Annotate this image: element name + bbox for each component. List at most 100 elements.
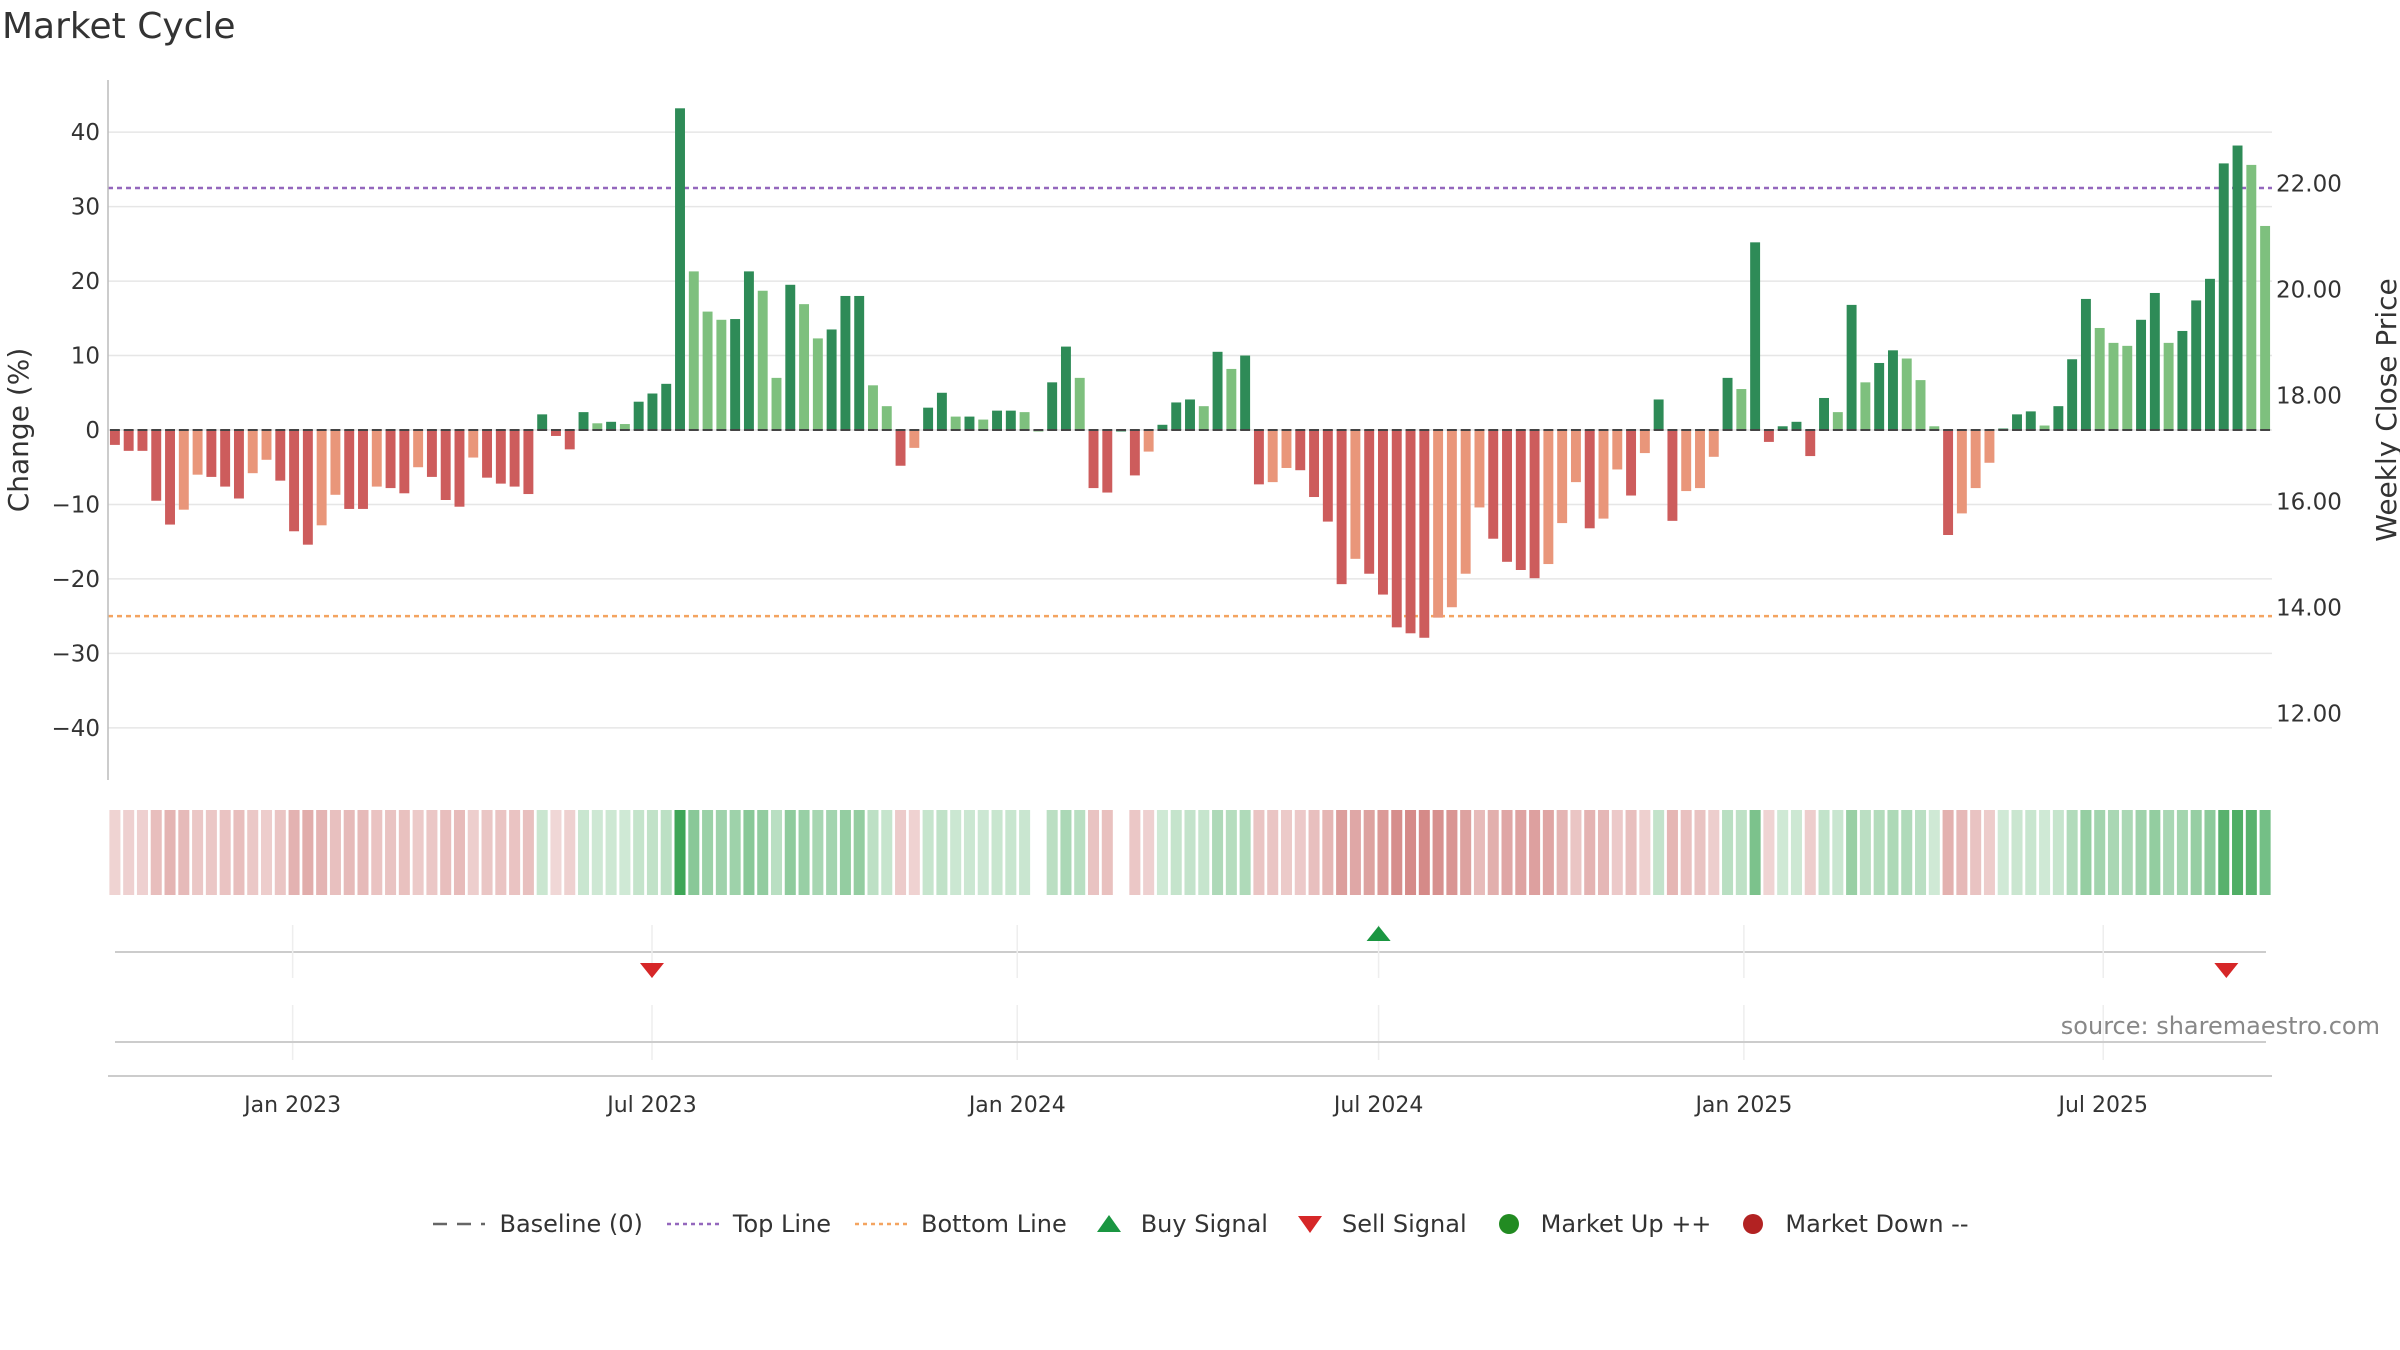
heat-cell — [660, 810, 672, 895]
heat-cell — [343, 810, 355, 895]
bar — [1887, 350, 1898, 430]
bar — [950, 416, 961, 430]
bar — [220, 430, 231, 487]
bar — [316, 430, 327, 526]
legend-market-down-label: Market Down -- — [1785, 1210, 1969, 1238]
bar — [1543, 430, 1554, 565]
heat-cell — [1859, 810, 1871, 895]
legend-bottom-line: Bottom Line — [853, 1210, 1067, 1238]
legend-market-down: Market Down -- — [1733, 1210, 1969, 1238]
heat-cell — [1942, 810, 1954, 895]
sell-triangle-icon — [1297, 1216, 1322, 1233]
legend-baseline: Baseline (0) — [431, 1210, 643, 1238]
bar — [1515, 430, 1526, 570]
heat-cell — [1019, 810, 1031, 895]
heat-cell — [1336, 810, 1348, 895]
legend-bottom-line-label: Bottom Line — [921, 1210, 1067, 1238]
bar — [1956, 430, 1967, 514]
bottom-line-swatch — [855, 1222, 908, 1226]
heat-cell — [1253, 810, 1265, 895]
heat-cell — [867, 810, 879, 895]
buy-triangle-icon — [1096, 1215, 1121, 1232]
heat-cell — [2176, 810, 2188, 895]
heat-cell — [288, 810, 300, 895]
bar — [2094, 327, 2105, 430]
heat-cell — [385, 810, 397, 895]
bar — [192, 430, 203, 475]
legend-baseline-label: Baseline (0) — [499, 1210, 643, 1238]
heat-cell — [2039, 810, 2051, 895]
heat-cell — [2232, 810, 2244, 895]
heat-cell — [1116, 810, 1127, 895]
bar — [1295, 430, 1306, 471]
heat-cell — [1653, 810, 1665, 895]
heat-cell — [1033, 810, 1044, 895]
bar — [2218, 163, 2229, 431]
heat-cell — [963, 810, 975, 895]
heat-cell — [1749, 810, 1761, 895]
bar — [2177, 330, 2188, 430]
buy-signal-marker — [1366, 926, 1391, 941]
bar — [1584, 430, 1595, 529]
lower-panel — [115, 1005, 2266, 1060]
heat-cell — [426, 810, 438, 895]
heat-cell — [2163, 810, 2175, 895]
bar — [1378, 430, 1388, 595]
bar — [1777, 426, 1788, 430]
bar — [1005, 410, 1016, 430]
bar — [1088, 430, 1099, 489]
bar — [509, 430, 520, 487]
heat-cell — [1611, 810, 1623, 895]
y-tick-label: 10 — [71, 344, 100, 370]
bar — [1405, 430, 1416, 634]
bar — [1805, 430, 1816, 457]
legend: Baseline (0) Top Line Bottom Line Buy Si… — [0, 1204, 2400, 1244]
bar — [2149, 292, 2160, 430]
heat-cell — [991, 810, 1003, 895]
bar — [1708, 430, 1719, 457]
heat-cell — [1446, 810, 1458, 895]
y-tick-label: 0 — [85, 418, 100, 444]
bar — [1832, 412, 1843, 430]
heat-cell — [495, 810, 507, 895]
grid-lines — [108, 131, 2272, 729]
heat-cell — [329, 810, 341, 895]
heat-cell — [109, 810, 121, 895]
heat-cell — [1432, 810, 1444, 895]
heat-cell — [1997, 810, 2009, 895]
bar — [2025, 411, 2036, 430]
heat-cell — [1915, 810, 1927, 895]
bar — [1901, 358, 1912, 430]
bar — [137, 430, 148, 451]
bar — [1157, 424, 1168, 430]
heat-cell — [1846, 810, 1858, 895]
x-tick-label: Jan 2023 — [242, 1093, 341, 1118]
bar — [1281, 430, 1292, 468]
heat-cell — [316, 810, 328, 895]
heat-cell — [1763, 810, 1775, 895]
bar — [881, 406, 892, 430]
heat-cell — [646, 810, 658, 895]
y-tick-label: 20 — [71, 269, 100, 295]
heat-cell — [1060, 810, 1072, 895]
bar — [1240, 355, 1251, 430]
bar — [2136, 319, 2147, 430]
heat-cell — [1529, 810, 1541, 895]
heat-cell — [412, 810, 424, 895]
bar — [358, 430, 368, 509]
heat-cell — [2107, 810, 2120, 895]
heat-cell — [757, 810, 769, 895]
y-tick-label: −40 — [51, 716, 100, 742]
heat-cell — [729, 810, 741, 895]
bar — [868, 385, 878, 430]
heat-cell — [1308, 810, 1320, 895]
bar — [1143, 430, 1154, 452]
heat-cell — [715, 810, 727, 895]
bar — [1019, 412, 1030, 430]
heat-cell — [219, 810, 231, 895]
heat-cell — [1873, 810, 1885, 895]
heat-cell — [770, 810, 783, 895]
heat-cell — [509, 810, 521, 895]
bar — [1212, 351, 1223, 430]
bar — [1819, 397, 1830, 430]
